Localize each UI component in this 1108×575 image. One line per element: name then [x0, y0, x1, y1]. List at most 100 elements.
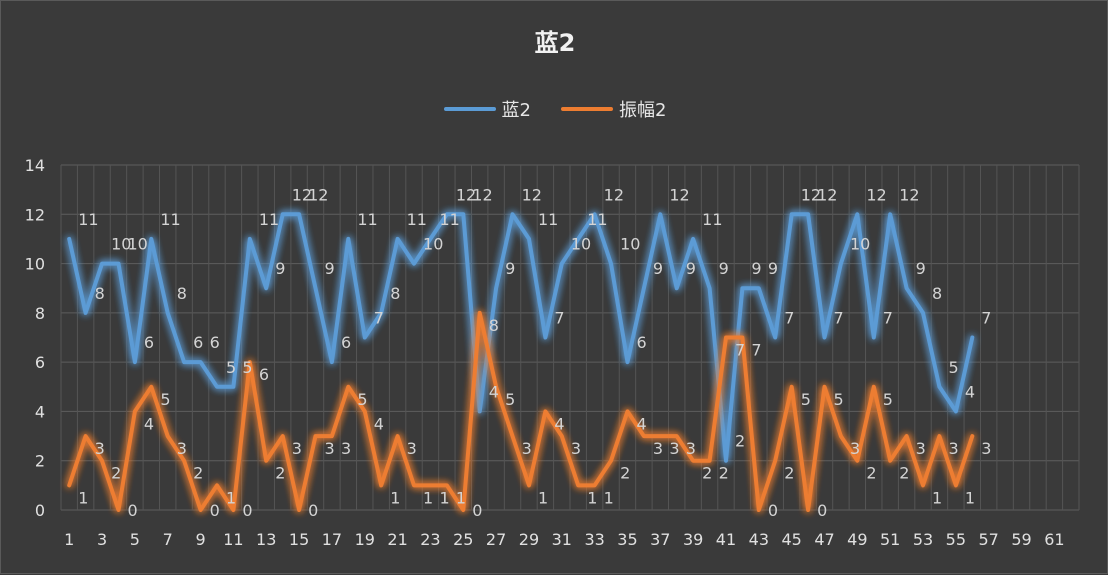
data-label-series-0: 12: [866, 185, 886, 204]
x-tick-label: 43: [749, 530, 769, 549]
data-label-series-1: 3: [981, 439, 991, 458]
x-tick-label: 1: [64, 530, 74, 549]
data-label-series-0: 9: [275, 259, 285, 278]
data-label-series-1: 1: [587, 488, 597, 507]
x-tick-label: 9: [195, 530, 205, 549]
data-label-series-0: 10: [423, 235, 443, 254]
data-label-series-1: 3: [916, 439, 926, 458]
data-label-series-1: 3: [177, 439, 187, 458]
x-tick-label: 13: [256, 530, 276, 549]
data-label-series-1: 2: [899, 464, 909, 483]
x-tick-label: 55: [946, 530, 966, 549]
data-label-series-1: 8: [489, 316, 499, 335]
data-label-series-0: 11: [78, 210, 98, 229]
data-label-series-1: 3: [407, 439, 417, 458]
data-label-series-1: 1: [456, 488, 466, 507]
data-label-series-0: 10: [571, 235, 591, 254]
legend-label-series-1: 振幅2: [619, 100, 667, 121]
data-label-series-0: 12: [801, 185, 821, 204]
data-label-series-1: 3: [522, 439, 532, 458]
data-label-series-1: 3: [686, 439, 696, 458]
y-tick-label: 0: [35, 501, 45, 520]
x-tick-label: 19: [355, 530, 375, 549]
data-label-series-1: 4: [144, 414, 154, 433]
data-label-series-1: 0: [472, 501, 482, 520]
data-label-series-1: 3: [669, 439, 679, 458]
data-label-series-1: 2: [111, 464, 121, 483]
data-label-series-0: 7: [883, 309, 893, 328]
data-label-series-0: 8: [177, 284, 187, 303]
data-label-series-0: 7: [981, 309, 991, 328]
x-tick-label: 5: [130, 530, 140, 549]
x-tick-label: 29: [519, 530, 539, 549]
data-label-series-1: 1: [439, 488, 449, 507]
series-lines: [67, 212, 975, 512]
data-label-series-1: 4: [374, 414, 384, 433]
x-tick-label: 23: [420, 530, 440, 549]
data-label-series-1: 2: [784, 464, 794, 483]
data-label-series-1: 2: [719, 464, 729, 483]
data-label-series-0: 9: [751, 259, 761, 278]
x-tick-label: 31: [552, 530, 572, 549]
data-label-series-1: 3: [571, 439, 581, 458]
x-tick-label: 15: [289, 530, 309, 549]
data-label-series-0: 2: [735, 432, 745, 451]
data-label-series-0: 7: [554, 309, 564, 328]
data-label-series-0: 12: [604, 185, 624, 204]
data-label-series-0: 10: [127, 235, 147, 254]
data-label-series-0: 9: [916, 259, 926, 278]
data-label-series-0: 10: [850, 235, 870, 254]
data-label-series-1: 5: [801, 390, 811, 409]
x-tick-label: 37: [650, 530, 670, 549]
data-label-series-0: 9: [325, 259, 335, 278]
data-label-series-1: 2: [193, 464, 203, 483]
data-label-series-1: 1: [965, 488, 975, 507]
data-label-series-1: 7: [735, 341, 745, 360]
x-tick-label: 35: [617, 530, 637, 549]
data-label-series-1: 1: [604, 488, 614, 507]
data-label-series-1: 5: [883, 390, 893, 409]
data-label-series-1: 1: [932, 488, 942, 507]
data-label-series-1: 4: [636, 414, 646, 433]
data-label-series-1: 2: [702, 464, 712, 483]
data-label-series-1: 1: [423, 488, 433, 507]
data-label-series-0: 9: [653, 259, 663, 278]
data-label-series-1: 3: [95, 439, 105, 458]
legend-item-series-0: 蓝2: [443, 96, 531, 122]
data-label-series-1: 0: [817, 501, 827, 520]
data-label-series-0: 12: [292, 185, 312, 204]
data-label-series-0: 8: [932, 284, 942, 303]
data-label-series-1: 0: [242, 501, 252, 520]
data-label-series-0: 6: [636, 333, 646, 352]
data-label-series-1: 0: [127, 501, 137, 520]
data-label-series-0: 11: [160, 210, 180, 229]
data-label-series-1: 6: [259, 365, 269, 384]
legend-label-series-0: 蓝2: [501, 100, 531, 121]
data-label-series-0: 6: [193, 333, 203, 352]
data-label-series-0: 11: [587, 210, 607, 229]
data-label-series-0: 9: [719, 259, 729, 278]
data-label-series-0: 8: [390, 284, 400, 303]
data-label-series-1: 3: [653, 439, 663, 458]
data-label-series-0: 7: [374, 309, 384, 328]
data-label-series-1: 5: [160, 390, 170, 409]
x-tick-label: 21: [387, 530, 407, 549]
data-label-series-0: 12: [899, 185, 919, 204]
y-tick-label: 10: [25, 255, 45, 274]
data-label-series-0: 12: [817, 185, 837, 204]
data-label-series-0: 9: [686, 259, 696, 278]
data-label-series-0: 6: [144, 333, 154, 352]
series-line-1: [67, 310, 975, 512]
data-label-series-1: 5: [505, 390, 515, 409]
data-label-series-0: 6: [341, 333, 351, 352]
data-label-series-1: 2: [866, 464, 876, 483]
x-tick-label: 61: [1044, 530, 1064, 549]
data-label-series-0: 5: [226, 358, 236, 377]
y-tick-label: 6: [35, 353, 45, 372]
data-label-series-0: 11: [538, 210, 558, 229]
data-label-series-1: 3: [948, 439, 958, 458]
